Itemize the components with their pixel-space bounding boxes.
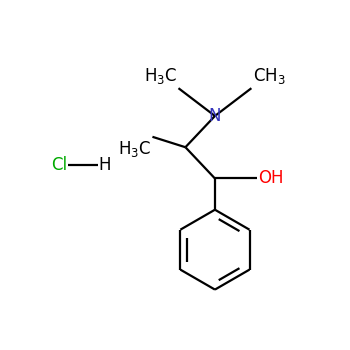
Text: Cl: Cl (51, 156, 67, 174)
Text: H: H (99, 156, 111, 174)
Text: $\mathregular{H_3C}$: $\mathregular{H_3C}$ (118, 139, 151, 159)
Text: $\mathregular{H_3C}$: $\mathregular{H_3C}$ (144, 66, 177, 86)
Text: N: N (209, 107, 221, 125)
Text: OH: OH (258, 169, 284, 188)
Text: $\mathregular{CH_3}$: $\mathregular{CH_3}$ (253, 66, 286, 86)
